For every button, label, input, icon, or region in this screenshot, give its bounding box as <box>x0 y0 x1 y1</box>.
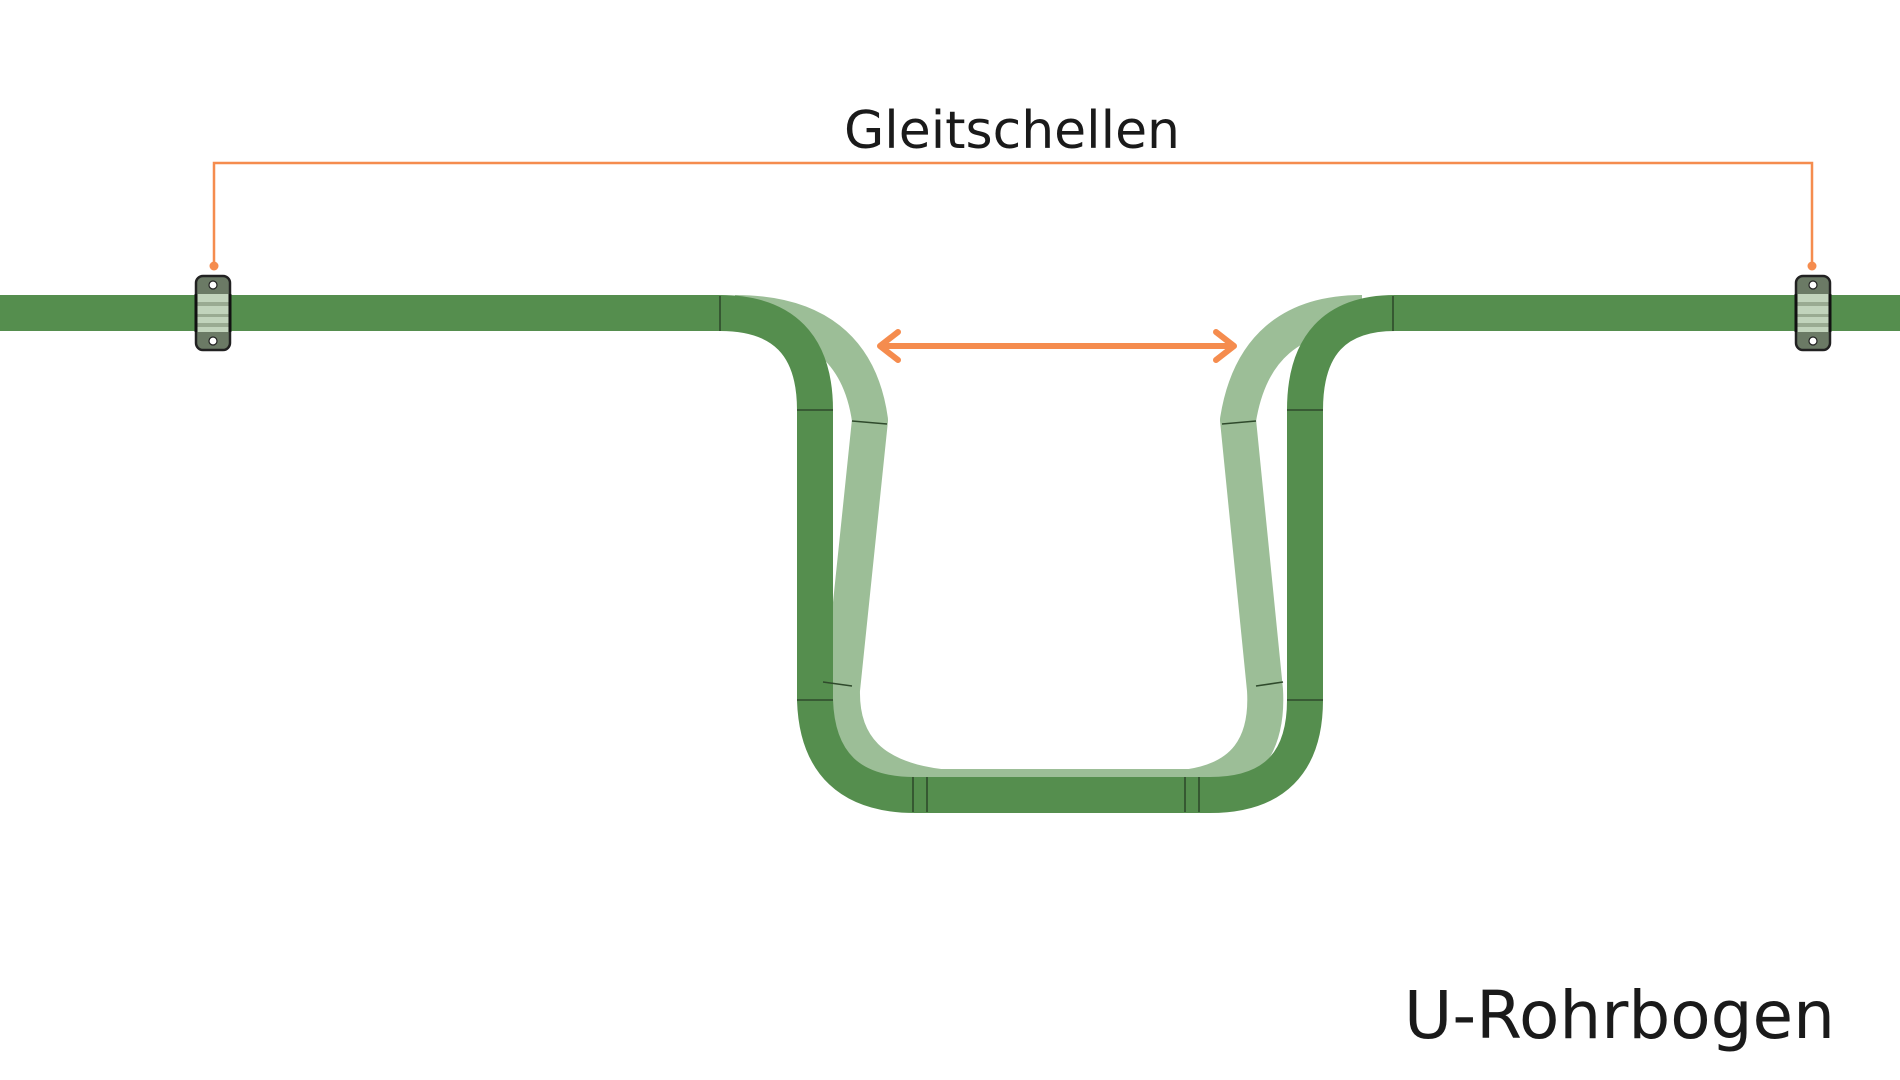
sliding-clamp-right <box>1794 274 1832 352</box>
main-pipe <box>0 295 1900 813</box>
sliding-clamp-left <box>194 274 232 352</box>
leader-dot-left <box>209 261 219 271</box>
leader-dot-right <box>1807 261 1817 271</box>
clamp-leader <box>212 161 1814 266</box>
diagram-title: U-Rohrbogen <box>1404 977 1835 1054</box>
clamps-label: Gleitschellen <box>844 101 1180 161</box>
expansion-double-arrow <box>877 329 1237 363</box>
pipe-joints <box>719 296 1394 812</box>
